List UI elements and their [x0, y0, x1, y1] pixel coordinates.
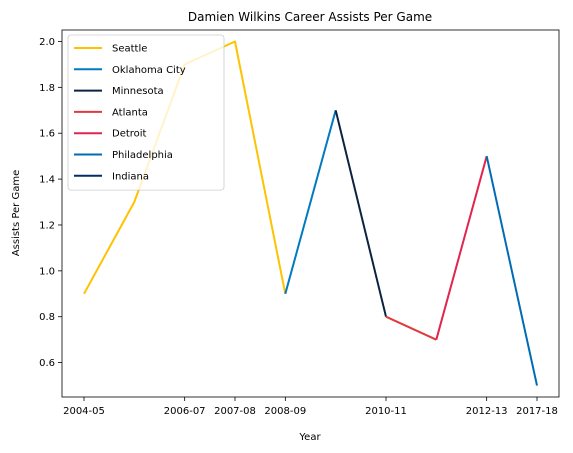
legend-label-minnesota: Minnesota [112, 86, 164, 97]
series-line-minnesota [334, 110, 387, 317]
y-tick-label: 1.8 [39, 83, 55, 94]
legend: Seattle Oklahoma City Minnesota Atlanta Detr… [67, 34, 225, 191]
series-line-philadelphia [485, 155, 538, 386]
x-tick-label: 2017-18 [516, 406, 558, 417]
legend-label-atlanta: Atlanta [112, 107, 148, 118]
y-tick-label: 1.2 [39, 220, 55, 231]
y-axis-label: Assists Per Game [11, 170, 22, 256]
plot-area-frame [61, 29, 560, 398]
y-tick-label: 0.6 [39, 358, 55, 369]
y-tick-label: 1.4 [39, 175, 55, 186]
y-axis: 0.6 0.8 1.0 1.2 1.4 1.6 1.8 2.0 [39, 37, 62, 369]
y-tick-label: 0.8 [39, 312, 55, 323]
x-tick-label: 2006-07 [164, 406, 206, 417]
legend-label-seattle: Seattle [112, 44, 147, 55]
y-tick-label: 1.0 [39, 266, 55, 277]
x-tick-label: 2008-09 [264, 406, 306, 417]
legend-box [67, 34, 225, 191]
x-tick-label: 2012-13 [466, 406, 508, 417]
y-tick-label: 1.6 [39, 129, 55, 140]
legend-label-indiana: Indiana [112, 171, 149, 182]
legend-label-oklahoma-city: Oklahoma City [112, 65, 186, 76]
series-line-detroit [435, 155, 488, 340]
series-line-oklahoma-city [284, 110, 337, 295]
chart-title: Damien Wilkins Career Assists Per Game [188, 10, 432, 24]
y-tick-label: 2.0 [39, 37, 55, 48]
legend-label-philadelphia: Philadelphia [112, 150, 173, 161]
x-axis-label: Year [298, 432, 321, 443]
x-tick-label: 2007-08 [214, 406, 256, 417]
series-line-atlanta [385, 315, 437, 341]
x-tick-label: 2010-11 [365, 406, 407, 417]
x-tick-label: 2004-05 [63, 406, 105, 417]
legend-label-detroit: Detroit [112, 129, 147, 140]
x-axis: 2004-05 2006-07 2007-08 2008-09 2010-11 2012-… [63, 397, 558, 417]
